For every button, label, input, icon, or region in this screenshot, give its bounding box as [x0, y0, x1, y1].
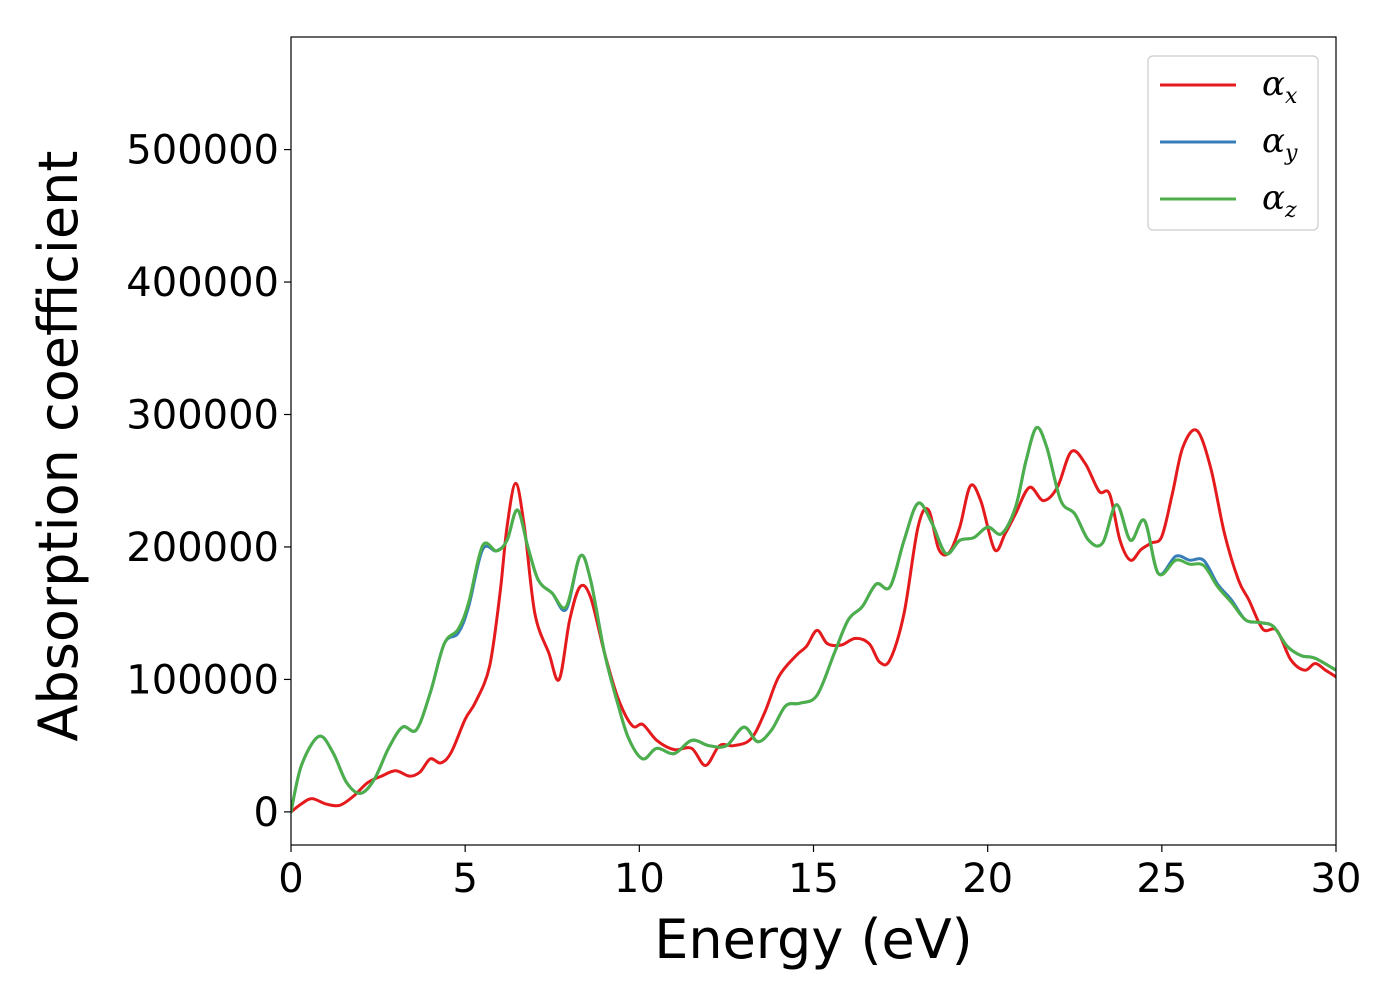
y-tick-label: 500000 — [126, 128, 279, 174]
legend-label-x: αx — [1262, 64, 1298, 109]
y-axis-label: Absorption coefficient — [27, 151, 90, 742]
x-tick-label: 25 — [1136, 856, 1187, 902]
y-axis: 0 100000 200000 300000 400000 500000 — [126, 128, 291, 836]
legend-label-z: αz — [1262, 178, 1297, 223]
series-layer — [291, 425, 1336, 814]
x-tick-label: 20 — [962, 856, 1013, 902]
y-tick-label: 200000 — [126, 525, 279, 571]
y-tick-label: 100000 — [126, 657, 279, 703]
y-tick-label: 400000 — [126, 260, 279, 306]
x-tick-label: 30 — [1311, 856, 1362, 902]
series-line-alpha-z — [291, 425, 1336, 814]
x-tick-label: 5 — [452, 856, 477, 902]
y-tick-label: 0 — [254, 790, 279, 836]
x-tick-label: 0 — [278, 856, 303, 902]
x-tick-label: 10 — [614, 856, 665, 902]
x-axis: 0 5 10 15 20 25 30 — [278, 845, 1361, 902]
legend-label-y: αy — [1262, 121, 1298, 166]
x-tick-label: 15 — [788, 856, 839, 902]
legend: αx αy αz — [1147, 55, 1319, 231]
y-tick-label: 300000 — [126, 393, 279, 439]
x-axis-label: Energy (eV) — [654, 908, 973, 971]
series-line-alpha-x — [291, 428, 1336, 814]
